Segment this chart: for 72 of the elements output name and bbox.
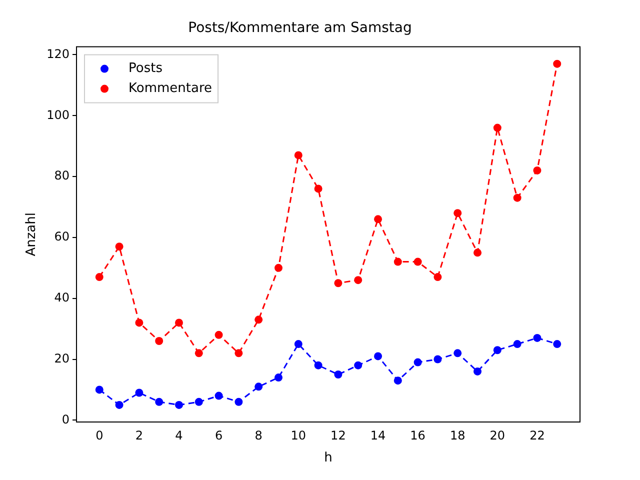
point	[394, 376, 402, 385]
point	[115, 242, 124, 251]
point	[214, 330, 223, 339]
point	[314, 184, 322, 193]
point	[414, 258, 422, 266]
point	[493, 124, 502, 132]
y-axis-title: Anzahl	[24, 212, 40, 256]
point	[194, 349, 203, 358]
y-tick-label: 100	[46, 108, 70, 122]
x-tick-label: 20	[490, 428, 506, 442]
point	[334, 279, 342, 288]
chart-title: Posts/Kommentare am Samstag	[188, 20, 412, 36]
point	[394, 258, 402, 266]
point	[274, 264, 282, 272]
y-tick-label: 60	[54, 230, 70, 244]
point	[294, 340, 302, 348]
y-tick-label: 20	[54, 351, 70, 366]
x-tick-label: 4	[175, 428, 183, 442]
y-tick-label: 0	[62, 412, 70, 426]
point	[174, 400, 183, 409]
legend-label: Kommentare	[128, 81, 212, 96]
point	[95, 386, 104, 394]
point	[454, 349, 462, 358]
point	[115, 400, 124, 409]
point	[434, 355, 442, 364]
x-tick-label: 18	[450, 428, 466, 442]
x-tick-label: 2	[135, 428, 144, 442]
point	[234, 398, 243, 406]
point	[374, 352, 382, 360]
legend-label: Posts	[128, 61, 163, 76]
x-tick-label: 0	[96, 428, 104, 442]
point	[354, 276, 362, 284]
point	[214, 392, 223, 400]
point	[374, 215, 382, 224]
x-axis-title: h	[324, 450, 332, 466]
point	[414, 358, 422, 366]
x-tick-label: 12	[330, 428, 346, 442]
x-tick-label: 14	[370, 428, 386, 442]
x-tick-label: 16	[410, 428, 426, 442]
point	[553, 60, 562, 68]
point	[553, 340, 562, 348]
point	[314, 361, 322, 370]
point	[434, 273, 442, 282]
point	[474, 248, 482, 257]
point	[274, 374, 282, 382]
point	[334, 370, 342, 378]
x-tick-label: 6	[214, 428, 223, 442]
point	[155, 336, 164, 345]
point	[234, 349, 243, 358]
point	[135, 388, 144, 397]
point	[194, 398, 203, 406]
point	[454, 209, 462, 218]
point	[294, 151, 302, 160]
point	[174, 318, 183, 327]
x-tick-label: 22	[530, 428, 545, 442]
y-tick-label: 80	[54, 168, 70, 183]
point	[474, 367, 482, 376]
x-tick-label: 10	[290, 428, 306, 442]
point	[513, 340, 522, 348]
y-tick-label: 40	[54, 290, 70, 304]
point	[135, 318, 144, 327]
point	[155, 398, 164, 406]
point	[533, 166, 542, 174]
x-tick-label: 8	[254, 428, 262, 442]
point	[254, 382, 263, 391]
point	[513, 194, 522, 202]
y-tick-label: 120	[46, 46, 70, 61]
point	[354, 361, 362, 370]
point	[95, 273, 104, 282]
point	[533, 334, 542, 342]
point	[254, 316, 263, 324]
point	[493, 346, 502, 354]
